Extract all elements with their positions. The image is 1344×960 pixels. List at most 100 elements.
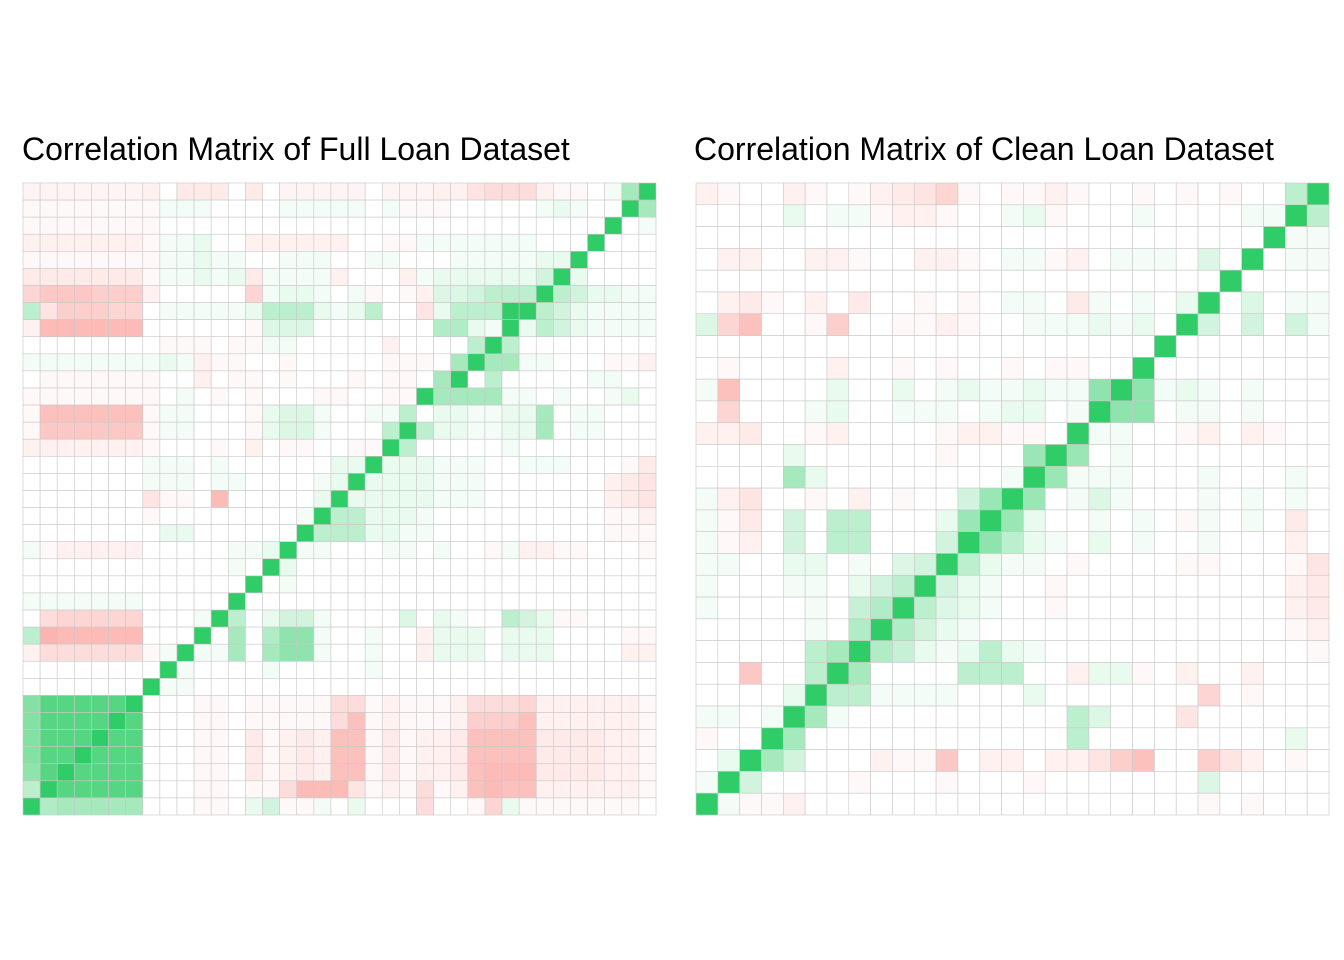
heatmap-cell (1132, 749, 1155, 772)
heatmap-cell (1175, 422, 1199, 445)
heatmap-cell (1263, 204, 1286, 227)
heatmap-cell (848, 466, 871, 489)
heatmap-cell (892, 705, 915, 729)
heatmap-cell (1285, 749, 1308, 772)
heatmap-cell (957, 618, 981, 641)
heatmap-cell (739, 182, 762, 206)
heatmap-cell (695, 226, 719, 249)
heatmap-cell (1219, 509, 1242, 532)
heatmap-cell (1066, 357, 1090, 380)
heatmap-cell (783, 226, 806, 249)
heatmap-cell (1285, 269, 1308, 293)
heatmap-cell (935, 226, 959, 249)
heatmap-cell (695, 466, 719, 489)
heatmap-cell (1241, 357, 1264, 380)
heatmap-cell (913, 792, 937, 816)
heatmap-cell (826, 531, 850, 554)
heatmap-cell (1001, 727, 1024, 750)
heatmap-cell (1241, 683, 1264, 707)
heatmap-cell (1175, 509, 1199, 532)
heatmap-cell (1066, 662, 1090, 685)
heatmap-cell (848, 618, 871, 641)
heatmap-cell (717, 662, 740, 685)
heatmap-cell (957, 574, 981, 598)
heatmap-cell (957, 291, 981, 315)
heatmap-cell (1044, 357, 1068, 380)
heatmap-cell (695, 727, 719, 750)
heatmap-cell (979, 749, 1002, 772)
heatmap-cell (1154, 226, 1177, 249)
heatmap-cell (1197, 444, 1221, 467)
heatmap-cell (1154, 531, 1177, 554)
heatmap-cell (870, 574, 893, 598)
heatmap-cell (1023, 771, 1046, 794)
heatmap-cell (1175, 182, 1199, 206)
heatmap-cell (695, 444, 719, 467)
heatmap-cell (848, 531, 871, 554)
heatmap-cell (1066, 792, 1090, 816)
heatmap-cell (804, 662, 828, 685)
heatmap-cell (913, 313, 937, 336)
heatmap-cell (892, 204, 915, 227)
heatmap-cell (1044, 466, 1068, 489)
heatmap-cell (717, 313, 740, 336)
heatmap-cell (892, 378, 915, 402)
heatmap-cell (979, 574, 1002, 598)
heatmap-cell (717, 291, 740, 315)
heatmap-cell (913, 727, 937, 750)
heatmap-cell (1197, 204, 1221, 227)
heatmap-cell (1001, 444, 1024, 467)
heatmap-cell (1066, 487, 1090, 511)
heatmap-cell (957, 313, 981, 336)
heatmap-cell (1306, 487, 1330, 511)
heatmap-cell (1110, 749, 1133, 772)
heatmap-cell (913, 226, 937, 249)
heatmap-cell (848, 313, 871, 336)
heatmap-cell (1197, 400, 1221, 424)
heatmap-cell (1001, 705, 1024, 729)
heatmap-cell (1175, 640, 1199, 663)
heatmap-cell (1001, 466, 1024, 489)
heatmap-cell (935, 248, 959, 271)
heatmap-cell (957, 727, 981, 750)
heatmap-cell (804, 531, 828, 554)
heatmap-cell (1044, 683, 1068, 707)
heatmap-cell (739, 313, 762, 336)
heatmap-cell (1197, 248, 1221, 271)
heatmap-cell (848, 400, 871, 424)
heatmap-cell (1088, 509, 1112, 532)
heatmap-cell (1219, 226, 1242, 249)
heatmap-cell (1088, 662, 1112, 685)
heatmap-cell (761, 792, 784, 816)
heatmap-cell (695, 335, 719, 358)
heatmap-cell (1001, 226, 1024, 249)
heatmap-cell (892, 683, 915, 707)
heatmap-cell (761, 727, 784, 750)
heatmap-cell (1066, 705, 1090, 729)
heatmap-cell (1263, 618, 1286, 641)
heatmap-cell (739, 487, 762, 511)
heatmap-cell (979, 662, 1002, 685)
heatmap-cell (826, 749, 850, 772)
heatmap-cell (979, 422, 1002, 445)
heatmap-cell (870, 291, 893, 315)
heatmap-cell (783, 705, 806, 729)
heatmap-cell (1066, 335, 1090, 358)
heatmap-cell (1263, 335, 1286, 358)
heatmap-cell (1001, 662, 1024, 685)
heatmap-cell (935, 313, 959, 336)
heatmap-cell (1154, 705, 1177, 729)
heatmap-cell (1263, 705, 1286, 729)
heatmap-cell (1110, 553, 1133, 576)
heatmap-cell (1241, 792, 1264, 816)
heatmap-cell (1044, 335, 1068, 358)
heatmap-cell (1306, 662, 1330, 685)
heatmap-cell (761, 705, 784, 729)
heatmap-cell (1110, 727, 1133, 750)
heatmap-cell (957, 640, 981, 663)
heatmap-cell (1175, 444, 1199, 467)
heatmap-cell (826, 313, 850, 336)
heatmap-cell (1110, 618, 1133, 641)
heatmap-cell (1001, 553, 1024, 576)
heatmap-cell (783, 248, 806, 271)
